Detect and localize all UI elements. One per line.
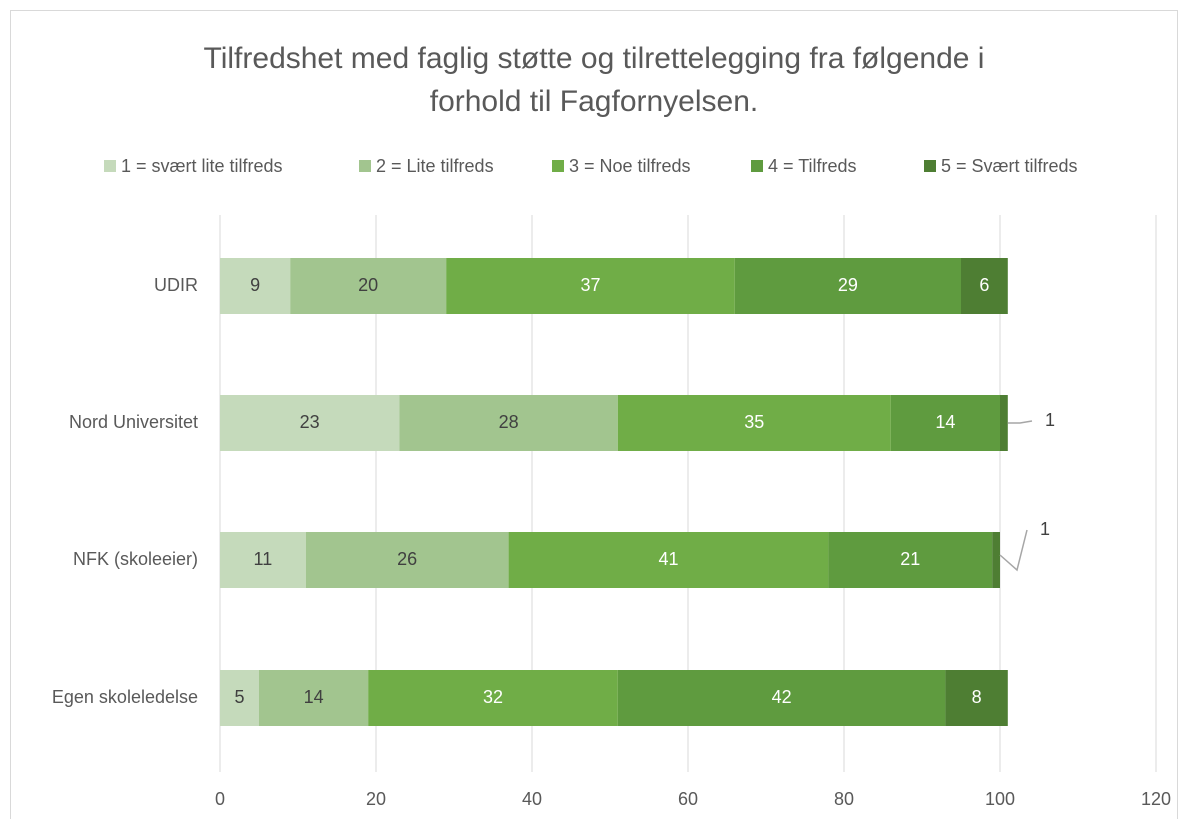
bar-segment bbox=[259, 670, 369, 726]
x-tick-label: 60 bbox=[678, 789, 698, 809]
y-tick-label: UDIR bbox=[154, 275, 198, 295]
data-label: 42 bbox=[772, 687, 792, 707]
data-label: 8 bbox=[972, 687, 982, 707]
bar-segment bbox=[508, 532, 829, 588]
legend-label: 5 = Svært tilfreds bbox=[941, 156, 1078, 176]
bar-segment bbox=[220, 532, 306, 588]
data-label: 11 bbox=[254, 549, 273, 569]
data-label: 41 bbox=[658, 549, 678, 569]
bar-segment bbox=[734, 258, 961, 314]
data-label: 5 bbox=[234, 687, 244, 707]
bar-segment bbox=[890, 395, 1000, 451]
legend-label: 1 = svært lite tilfreds bbox=[121, 156, 283, 176]
legend-label: 3 = Noe tilfreds bbox=[569, 156, 691, 176]
data-label: 32 bbox=[483, 687, 503, 707]
bar-segment bbox=[961, 258, 1008, 314]
x-tick-label: 80 bbox=[834, 789, 854, 809]
bar-segment bbox=[290, 258, 447, 314]
bar-segment bbox=[828, 532, 993, 588]
legend-swatch bbox=[924, 160, 936, 172]
x-tick-label: 0 bbox=[215, 789, 225, 809]
x-tick-label: 120 bbox=[1141, 789, 1171, 809]
data-label: 23 bbox=[300, 412, 320, 432]
bar-segment bbox=[305, 532, 509, 588]
leader-line bbox=[999, 529, 1028, 572]
bar-segment bbox=[399, 395, 618, 451]
bar-segment bbox=[220, 670, 259, 726]
bar-segment bbox=[220, 395, 400, 451]
data-label: 28 bbox=[499, 412, 519, 432]
data-label: 29 bbox=[838, 275, 858, 295]
data-label: 37 bbox=[580, 275, 600, 295]
data-label: 6 bbox=[979, 275, 989, 295]
leader-line bbox=[1007, 420, 1033, 424]
legend-swatch bbox=[751, 160, 763, 172]
y-tick-label: Nord Universitet bbox=[69, 412, 198, 432]
y-tick-label: Egen skoleledelse bbox=[52, 687, 198, 707]
legend-label: 4 = Tilfreds bbox=[768, 156, 857, 176]
data-label: 20 bbox=[358, 275, 378, 295]
bar-segment bbox=[992, 532, 1000, 588]
bar-segment bbox=[446, 258, 735, 314]
x-tick-label: 100 bbox=[985, 789, 1015, 809]
data-label: 14 bbox=[304, 687, 324, 707]
data-label: 1 bbox=[1040, 519, 1050, 539]
bar-segment bbox=[368, 670, 618, 726]
bar-segment bbox=[617, 395, 891, 451]
bar-segment bbox=[617, 670, 946, 726]
bar-segment bbox=[220, 258, 291, 314]
bar-segment bbox=[945, 670, 1008, 726]
data-label: 9 bbox=[250, 275, 260, 295]
legend-label: 2 = Lite tilfreds bbox=[376, 156, 494, 176]
data-label: 26 bbox=[397, 549, 417, 569]
legend-swatch bbox=[359, 160, 371, 172]
x-tick-label: 40 bbox=[522, 789, 542, 809]
chart-title: Tilfredshet med faglig støtte og tilrett… bbox=[204, 42, 985, 118]
data-label: 14 bbox=[935, 412, 955, 432]
data-label: 35 bbox=[744, 412, 764, 432]
y-tick-label: NFK (skoleeier) bbox=[73, 549, 198, 569]
legend-swatch bbox=[552, 160, 564, 172]
x-tick-label: 20 bbox=[366, 789, 386, 809]
data-label: 1 bbox=[1045, 410, 1055, 430]
legend-swatch bbox=[104, 160, 116, 172]
bar-segment bbox=[1000, 395, 1008, 451]
data-label: 21 bbox=[900, 549, 920, 569]
